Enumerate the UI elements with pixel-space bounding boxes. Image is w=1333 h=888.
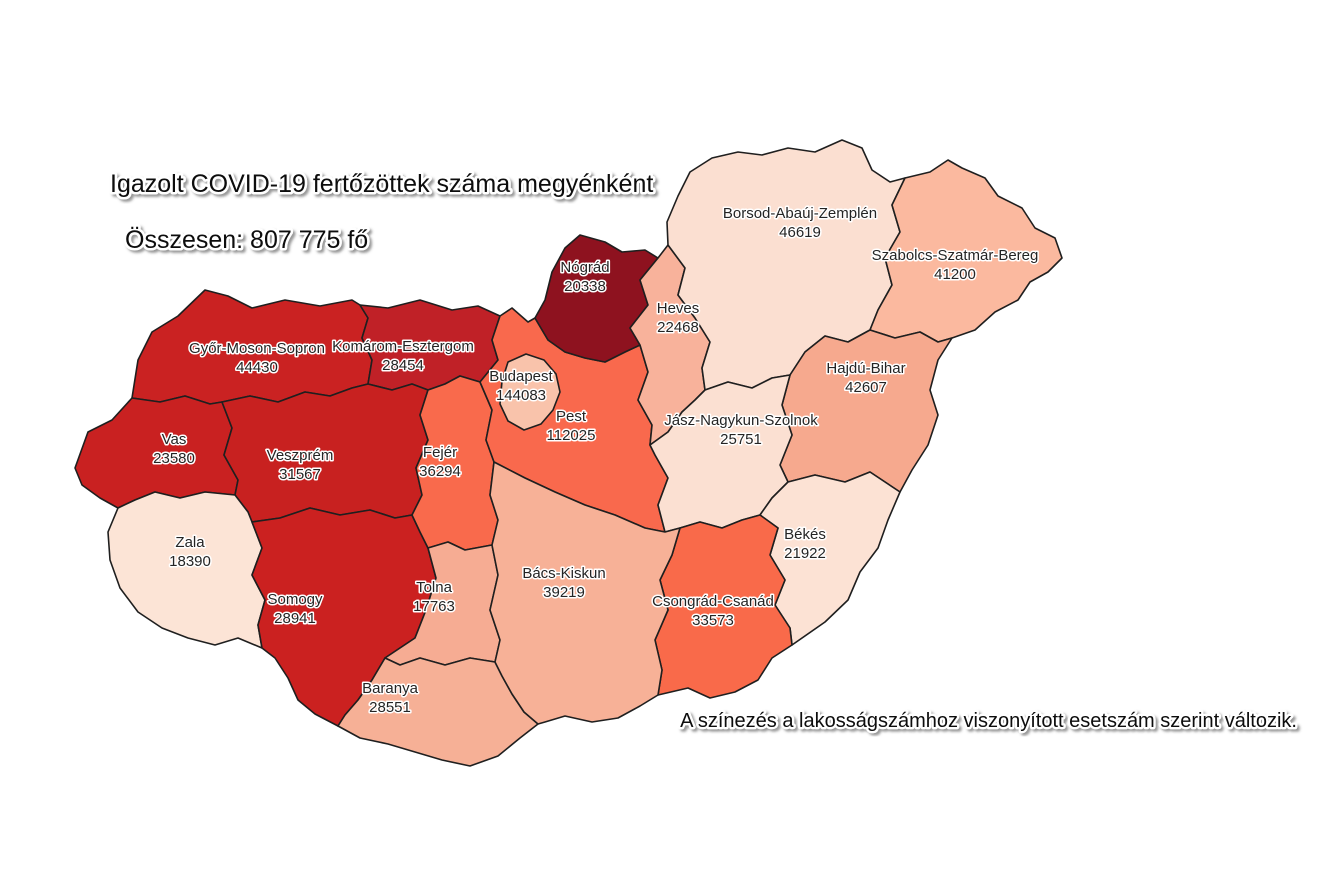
county-label: Veszprém 31567 xyxy=(267,447,334,483)
county-label: Tolna 17763 xyxy=(413,579,455,615)
county-label: Heves 22468 xyxy=(657,300,700,336)
county-label: Nógrád 20338 xyxy=(560,259,609,295)
county-baranya xyxy=(337,657,539,767)
county-csongrad-csanad xyxy=(654,514,793,699)
county-label: Hajdú-Bihar 42607 xyxy=(826,360,905,396)
county-label: Csongrád-Csanád 33573 xyxy=(652,593,774,629)
county-jasz-nagykun-szolnok xyxy=(649,374,793,533)
county-label: Somogy 28941 xyxy=(267,591,323,627)
county-szabolcs-szatmar-bereg xyxy=(869,159,1063,343)
county-label: Zala 18390 xyxy=(169,534,211,570)
county-hajdu-bihar xyxy=(779,329,953,493)
county-bacs-kiskun xyxy=(489,461,681,725)
county-label: Vas 23580 xyxy=(153,431,195,467)
county-budapest xyxy=(499,353,561,431)
county-label: Borsod-Abaúj-Zemplén 46619 xyxy=(723,205,877,241)
county-label: Fejér 36294 xyxy=(419,444,461,480)
county-label: Bács-Kiskun 39219 xyxy=(522,565,605,601)
county-label: Pest 112025 xyxy=(547,408,596,444)
county-label: Szabolcs-Szatmár-Bereg 41200 xyxy=(872,247,1039,283)
county-label: Győr-Moson-Sopron 44430 xyxy=(189,340,325,376)
county-shapes xyxy=(74,139,1063,767)
map-total: Összesen: 807 775 fő xyxy=(125,226,368,254)
map-title: Igazolt COVID-19 fertőzöttek száma megyé… xyxy=(110,170,653,198)
county-zala xyxy=(107,491,266,649)
county-label: Békés 21922 xyxy=(784,526,826,562)
county-label: Jász-Nagykun-Szolnok 25751 xyxy=(664,412,818,448)
county-label: Komárom-Esztergom 28454 xyxy=(332,338,474,374)
county-label: Baranya 28551 xyxy=(362,680,419,716)
map-footnote: A színezés a lakosságszámhoz viszonyítot… xyxy=(680,710,1297,732)
county-label: Budapest 144083 xyxy=(489,368,553,404)
